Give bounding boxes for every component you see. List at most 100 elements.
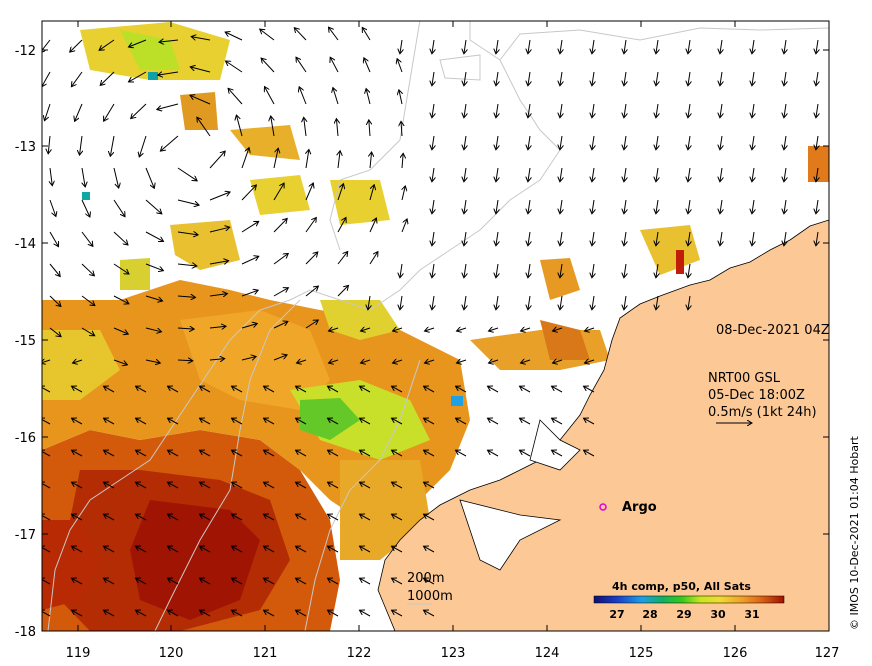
current-arrow — [392, 546, 403, 553]
current-arrow — [432, 231, 434, 246]
current-arrow — [656, 263, 658, 278]
current-arrow — [624, 103, 626, 118]
current-arrow — [688, 71, 690, 86]
current-arrow — [784, 231, 786, 246]
latitude-axis: -12 -13 -14 -15 -16 -17 -18 — [15, 44, 36, 640]
longitude-axis: 119 120 121 122 123 124 125 126 127 — [66, 646, 840, 661]
current-arrow — [177, 360, 193, 361]
current-arrow — [191, 37, 211, 41]
current-arrow — [496, 263, 498, 278]
current-arrow — [328, 482, 339, 489]
current-arrow — [424, 482, 435, 489]
current-arrow — [45, 103, 51, 121]
current-arrow — [399, 90, 402, 105]
current-arrow — [720, 231, 722, 246]
current-arrow — [528, 295, 530, 310]
current-arrow — [624, 199, 626, 214]
current-arrow — [624, 39, 626, 54]
current-arrow — [264, 386, 275, 393]
current-arrow — [209, 261, 229, 264]
current-arrow — [296, 578, 307, 585]
current-arrow — [136, 386, 147, 393]
current-arrow — [306, 149, 309, 169]
current-arrow — [296, 418, 307, 425]
current-arrow — [168, 482, 179, 489]
current-arrow — [197, 117, 211, 137]
current-arrow — [592, 231, 594, 246]
current-arrow — [168, 578, 179, 585]
current-arrow — [624, 295, 626, 310]
current-arrow — [816, 103, 818, 118]
current-arrow — [360, 514, 371, 521]
current-arrow — [160, 135, 179, 151]
current-arrow — [104, 546, 115, 553]
current-arrow — [241, 256, 259, 265]
current-arrow — [720, 167, 722, 182]
current-arrow — [232, 482, 243, 489]
current-arrow — [688, 103, 690, 118]
current-arrow — [241, 290, 258, 297]
current-arrow — [688, 199, 690, 214]
current-arrow — [656, 295, 658, 310]
current-arrow — [656, 135, 658, 150]
current-arrow — [528, 135, 530, 150]
current-arrow — [305, 320, 318, 329]
current-arrow — [104, 103, 115, 121]
current-arrow — [159, 40, 179, 42]
current-arrow — [168, 610, 179, 617]
current-arrow — [100, 71, 115, 85]
current-arrow — [333, 88, 339, 105]
current-arrow — [464, 135, 466, 150]
current-arrow — [464, 39, 466, 54]
current-arrow — [400, 263, 402, 278]
current-arrow — [42, 386, 51, 393]
current-arrow — [328, 450, 339, 457]
current-arrow — [113, 231, 128, 245]
current-arrow — [337, 285, 349, 297]
current-arrow — [241, 324, 257, 329]
current-arrow — [585, 360, 595, 363]
current-arrow — [304, 117, 306, 137]
current-arrow — [401, 219, 407, 233]
current-arrow — [328, 386, 339, 393]
current-arrow — [273, 288, 288, 297]
current-arrow — [190, 67, 211, 73]
current-arrow — [49, 295, 61, 307]
current-arrow — [361, 360, 371, 363]
current-arrow — [688, 135, 690, 150]
current-arrow — [464, 71, 466, 86]
current-arrow — [402, 153, 403, 169]
current-arrow — [464, 295, 466, 310]
current-arrow — [110, 135, 115, 156]
current-arrow — [48, 135, 50, 154]
current-arrow — [294, 28, 307, 41]
current-arrow — [42, 39, 51, 53]
current-arrow — [592, 199, 594, 214]
current-arrow — [400, 39, 402, 54]
current-arrow — [71, 71, 83, 87]
current-arrow — [552, 418, 563, 425]
current-arrow — [72, 610, 83, 617]
current-arrow — [464, 199, 466, 214]
current-arrow — [81, 327, 95, 336]
current-arrow — [496, 39, 498, 54]
current-arrow — [656, 199, 658, 214]
current-arrow — [296, 546, 307, 553]
current-arrow — [228, 88, 243, 105]
current-arrow — [360, 610, 371, 617]
current-arrow — [297, 360, 307, 363]
current-vectors — [42, 27, 819, 617]
current-arrow — [370, 152, 372, 169]
current-arrow — [157, 103, 179, 110]
lon-tick-label: 124 — [535, 646, 560, 661]
lat-tick-label: -15 — [15, 334, 36, 349]
current-arrow — [424, 546, 435, 553]
current-arrow — [136, 546, 147, 553]
lat-tick-label: -14 — [15, 237, 36, 252]
current-arrow — [200, 514, 211, 521]
current-arrow — [401, 121, 402, 137]
current-arrow — [496, 231, 498, 246]
lat-tick-label: -12 — [15, 44, 36, 59]
current-arrow — [328, 418, 339, 425]
current-arrow — [42, 482, 51, 489]
